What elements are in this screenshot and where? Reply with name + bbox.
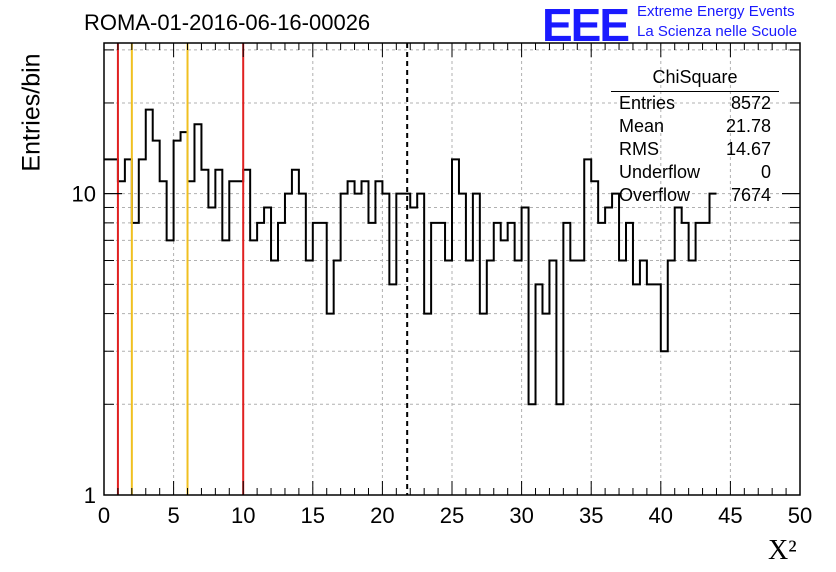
- stats-value: 0: [760, 162, 771, 182]
- x-tick-label: 40: [649, 503, 673, 528]
- stats-row-mean: Mean 21.78: [611, 115, 779, 138]
- x-tick-label: 10: [231, 503, 255, 528]
- x-tick-label: 30: [509, 503, 533, 528]
- logo-line-1: Extreme Energy Events: [637, 3, 795, 20]
- stats-title: ChiSquare: [611, 67, 779, 92]
- run-title: ROMA-01-2016-06-16-00026: [84, 10, 371, 35]
- eee-logo: EEE: [542, 0, 630, 51]
- histogram-line: [104, 108, 717, 406]
- x-tick-label: 20: [370, 503, 394, 528]
- stats-value: 14.67: [725, 139, 771, 159]
- stats-row-rms: RMS 14.67: [611, 138, 779, 161]
- stats-row-overflow: Overflow 7674: [611, 184, 779, 207]
- stats-row-entries: Entries 8572: [611, 92, 779, 115]
- x-axis-label: X²: [768, 535, 797, 566]
- x-tick-label: 15: [301, 503, 325, 528]
- x-tick-label: 35: [579, 503, 603, 528]
- stats-label: Overflow: [619, 185, 691, 205]
- stats-box: ChiSquare Entries 8572 Mean 21.78 RMS 14…: [611, 67, 779, 207]
- y-axis-label: Entries/bin: [17, 53, 46, 172]
- stats-label: Underflow: [619, 162, 701, 182]
- stats-label: RMS: [619, 139, 659, 159]
- x-tick-label: 45: [718, 503, 742, 528]
- stats-row-underflow: Underflow 0: [611, 161, 779, 184]
- stats-label: Mean: [619, 116, 665, 136]
- x-tick-label: 0: [98, 503, 110, 528]
- stats-label: Entries: [619, 93, 676, 113]
- y-tick-label: 1: [84, 483, 96, 508]
- stats-value: 21.78: [725, 116, 771, 136]
- logo-line-2: La Scienza nelle Scuole: [637, 23, 798, 40]
- x-tick-label: 5: [167, 503, 179, 528]
- stats-value: 8572: [730, 93, 771, 113]
- x-tick-label: 50: [788, 503, 812, 528]
- stats-value: 7674: [730, 185, 771, 205]
- x-tick-label: 25: [440, 503, 464, 528]
- y-tick-label: 10: [72, 182, 96, 207]
